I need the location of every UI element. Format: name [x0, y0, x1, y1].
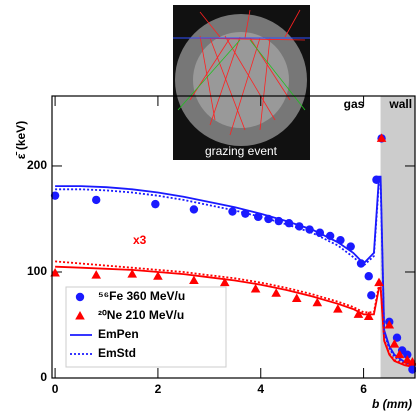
data-point — [291, 293, 302, 302]
x-tick-label: 2 — [155, 382, 162, 396]
inset-inner-circle — [193, 32, 289, 128]
model-curve — [55, 181, 416, 368]
data-point — [403, 350, 412, 359]
data-point — [219, 277, 230, 287]
data-point — [189, 205, 199, 214]
inset-gamma — [177, 39, 306, 111]
y-tick-label: 200 — [27, 158, 47, 172]
data-point — [392, 333, 402, 342]
data-point — [312, 297, 323, 307]
legend-label: ²⁰Ne 210 MeV/u — [98, 308, 184, 322]
plot-frame — [51, 95, 416, 379]
data-point — [241, 209, 250, 218]
data-point — [394, 349, 405, 359]
inset-caption: grazing event — [205, 144, 278, 158]
data-point — [407, 357, 416, 366]
y-tick-label: 100 — [27, 264, 47, 278]
data-point — [336, 235, 345, 245]
data-point — [284, 219, 294, 228]
data-point — [315, 228, 325, 237]
data-point — [295, 222, 304, 231]
data-point — [274, 216, 283, 226]
region-label: wall — [388, 97, 412, 111]
data-point — [353, 309, 364, 318]
data-point — [363, 311, 374, 321]
data-point — [127, 269, 138, 278]
legend-label: EmPen — [98, 327, 139, 341]
data-point — [367, 291, 376, 300]
annotation: x3 — [133, 233, 147, 247]
data-point — [153, 271, 163, 280]
x-tick-label: 0 — [52, 382, 59, 396]
inset: grazing event — [173, 5, 310, 160]
legend-label: ⁵⁶Fe 360 MeV/u — [98, 289, 185, 303]
data-point — [356, 259, 366, 268]
data-point — [374, 277, 384, 287]
data-point — [75, 311, 85, 320]
data-point — [333, 304, 343, 313]
data-point — [376, 133, 387, 142]
data-point — [264, 214, 273, 224]
data-point — [50, 191, 60, 200]
legend-box — [65, 286, 227, 368]
legend-label: EmStd — [98, 346, 136, 360]
data-point — [271, 288, 281, 297]
data-point — [389, 339, 400, 348]
data-point — [75, 292, 85, 302]
y-tick-label: 0 — [40, 370, 47, 384]
data-point — [151, 199, 160, 209]
model-curve — [55, 260, 416, 368]
x-tick-label: 6 — [360, 382, 367, 396]
model-curve — [55, 175, 416, 367]
annotation: gas — [344, 97, 365, 111]
data-point — [402, 354, 413, 364]
data-point — [305, 225, 314, 234]
data-point — [91, 270, 102, 279]
data-point — [50, 268, 60, 277]
data-point — [228, 207, 237, 216]
data-point — [346, 242, 355, 251]
data-point — [250, 283, 261, 293]
data-point — [408, 365, 416, 374]
wall-region — [380, 96, 415, 378]
data-point — [384, 319, 395, 329]
data-point — [364, 272, 373, 281]
x-tick-label: 4 — [257, 382, 264, 396]
inset-tracks — [179, 9, 306, 136]
data-point — [325, 231, 335, 241]
data-point — [92, 195, 101, 205]
x-axis-label: b (mm) — [372, 397, 412, 411]
y-axis-label: ε̄ (keV) — [14, 121, 28, 159]
data-point — [189, 275, 199, 284]
data-point — [372, 175, 381, 184]
data-point — [253, 212, 263, 222]
